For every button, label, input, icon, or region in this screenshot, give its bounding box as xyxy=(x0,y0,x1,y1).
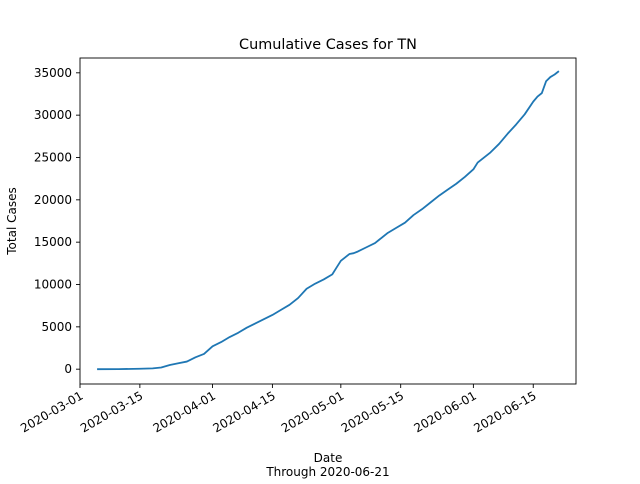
x-tick-label: 2020-06-15 xyxy=(471,388,538,435)
axes-frame xyxy=(79,57,577,385)
x-axis-label: Date xyxy=(314,451,343,465)
x-tick-label: 2020-05-15 xyxy=(339,388,406,435)
y-tick-label: 35000 xyxy=(34,66,72,80)
y-tick-label: 30000 xyxy=(34,108,72,122)
y-tick-label: 25000 xyxy=(34,150,72,164)
chart-title: Cumulative Cases for TN xyxy=(239,37,417,53)
x-tick-label: 2020-03-01 xyxy=(18,388,85,435)
x-tick-label: 2020-04-15 xyxy=(211,388,278,435)
series-line xyxy=(97,70,560,371)
y-tick-label: 20000 xyxy=(34,193,72,207)
y-tick-label: 10000 xyxy=(34,278,72,292)
y-tick-label: 15000 xyxy=(34,235,72,249)
x-axis-sublabel: Through 2020-06-21 xyxy=(265,465,389,479)
y-tick-label: 0 xyxy=(64,362,72,376)
x-tick-label: 2020-04-01 xyxy=(151,388,218,435)
plot-area: 0 5000 10000 15000 20000 25000 30000 35000 2020-… xyxy=(18,57,577,435)
x-tick-label: 2020-06-01 xyxy=(411,388,478,435)
y-axis-label: Total Cases xyxy=(5,187,19,255)
y-tick-label: 5000 xyxy=(41,320,72,334)
x-tick-label: 2020-05-01 xyxy=(279,388,346,435)
x-tick-label: 2020-03-15 xyxy=(78,388,145,435)
